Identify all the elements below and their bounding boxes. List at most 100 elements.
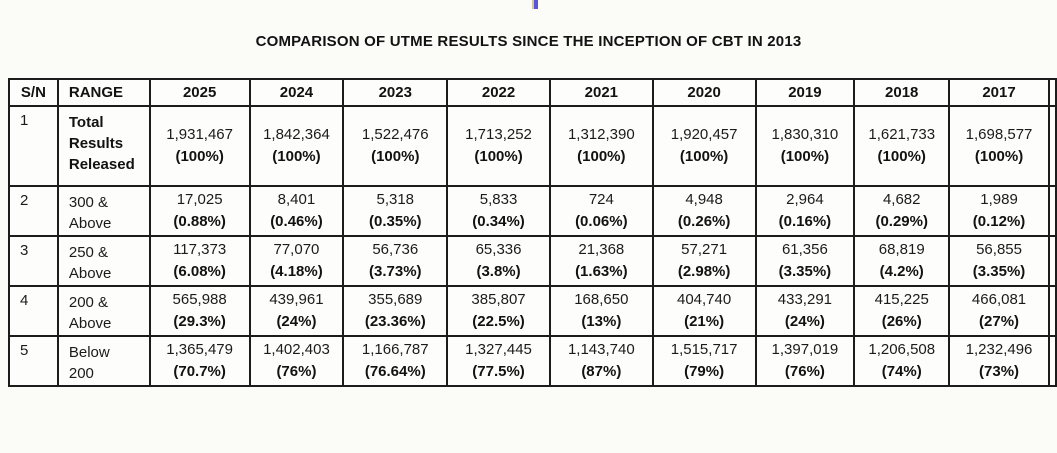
col-header-2022: 2022: [446, 78, 551, 107]
data-cell: 56,855 (3.35%): [948, 235, 1050, 287]
data-cell: 565,988 (29.3%): [148, 285, 251, 337]
count-value: 56,855: [976, 241, 1022, 259]
range-cell: Below 200: [56, 335, 151, 387]
data-cell: 1,327,445 (77.5%): [446, 335, 551, 387]
data-cell: 77,070 (4.18%): [248, 235, 345, 287]
percentage-value: (79%): [684, 363, 725, 380]
cursor-bar: [534, 0, 538, 9]
count-value: 1,989: [980, 191, 1018, 209]
col-header-2021: 2021: [548, 78, 654, 107]
percentage-value: (70.7%): [173, 363, 226, 380]
percentage-value: (24%): [784, 313, 825, 330]
data-cell: 1,143,740 (87%): [548, 335, 654, 387]
col-header-2023: 2023: [342, 78, 449, 107]
count-value: 724: [588, 191, 614, 209]
data-cell: 439,961 (24%): [248, 285, 345, 337]
percentage-value: (3.35%): [972, 263, 1026, 280]
col-header-2017: 2017: [948, 78, 1050, 107]
percentage-value: (74%): [881, 363, 922, 380]
percentage-value: (23.36%): [364, 313, 426, 330]
count-value: 1,402,403: [263, 341, 330, 359]
count-value: 65,336: [475, 241, 522, 259]
col-header-2024: 2024: [248, 78, 345, 107]
data-cell: 1,931,467 (100%): [148, 105, 251, 187]
count-value: 77,070: [273, 241, 320, 259]
data-cell: 168,650 (13%): [548, 285, 654, 337]
data-cell: 4,682 (0.29%): [853, 185, 951, 237]
count-value: 1,515,717: [670, 341, 738, 359]
percentage-value: (29.3%): [173, 313, 226, 330]
count-value: 1,232,496: [965, 341, 1033, 359]
data-cell: 1,206,508 (74%): [853, 335, 951, 387]
cursor-highlight-sliver: [532, 0, 534, 9]
utme-results-table: S/N RANGE 2025 2024 2023 2022 2021 2020 …: [8, 78, 1057, 387]
count-value: 385,807: [471, 291, 526, 309]
serial-number-cell: 1: [8, 105, 59, 187]
data-cell: 1,842,364 (100%): [248, 105, 345, 187]
data-cell: 1,621,733 (100%): [853, 105, 951, 187]
percentage-value: (0.34%): [472, 213, 525, 230]
table-row: 1 Total Results Released 1,931,467 (100%) 1,…: [8, 105, 1057, 187]
percentage-value: (3.35%): [778, 263, 832, 280]
count-value: 117,373: [173, 241, 227, 259]
data-cell: 17,025 (0.88%): [148, 185, 251, 237]
data-cell: 61,356 (3.35%): [754, 235, 856, 287]
data-cell: 1,713,252 (100%): [446, 105, 551, 187]
count-value: 1,365,479: [166, 341, 233, 359]
data-cell: 1,166,787 (76.64%): [342, 335, 449, 387]
count-value: 1,698,577: [965, 126, 1033, 144]
count-value: 1,842,364: [263, 126, 330, 144]
count-value: 1,206,508: [868, 341, 936, 359]
percentage-value: (76.64%): [364, 363, 426, 380]
percentage-value: (0.88%): [173, 213, 226, 230]
percentage-value: (100%): [780, 148, 830, 165]
data-cell: 5,318 (0.35%): [342, 185, 449, 237]
header-row: S/N RANGE 2025 2024 2023 2022 2021 2020 …: [8, 78, 1057, 107]
cutoff-column-cell: [1047, 105, 1057, 187]
data-cell: 724 (0.06%): [548, 185, 654, 237]
percentage-value: (77.5%): [472, 363, 525, 380]
data-cell: 1,920,457 (100%): [651, 105, 757, 187]
count-value: 5,318: [376, 191, 415, 209]
data-cell: 2,964 (0.16%): [754, 185, 856, 237]
percentage-value: (100%): [175, 148, 224, 165]
percentage-value: (22.5%): [472, 313, 525, 330]
col-header-2018: 2018: [853, 78, 951, 107]
data-cell: 1,698,577 (100%): [948, 105, 1050, 187]
data-cell: 404,740 (21%): [651, 285, 757, 337]
serial-number-cell: 5: [8, 335, 59, 387]
cutoff-column-cell: [1047, 335, 1057, 387]
count-value: 8,401: [277, 191, 316, 209]
serial-number-cell: 4: [8, 285, 59, 337]
data-cell: 1,365,479 (70.7%): [148, 335, 251, 387]
table-row: 3 250 & Above 117,373 (6.08%) 77,070 (4.18%) 5…: [8, 235, 1057, 287]
percentage-value: (100%): [474, 148, 523, 165]
col-header-2020: 2020: [651, 78, 757, 107]
percentage-value: (21%): [684, 313, 725, 330]
count-value: 1,830,310: [771, 126, 839, 144]
cutoff-column-cell: [1047, 185, 1057, 237]
percentage-value: (76%): [276, 363, 317, 380]
data-cell: 1,232,496 (73%): [948, 335, 1050, 387]
percentage-value: (27%): [979, 313, 1020, 330]
data-cell: 1,522,476 (100%): [342, 105, 449, 187]
percentage-value: (87%): [581, 363, 622, 380]
percentage-value: (100%): [877, 148, 926, 165]
percentage-value: (0.29%): [875, 213, 928, 230]
range-cell: 250 & Above: [56, 235, 151, 287]
count-value: 415,225: [874, 291, 929, 309]
percentage-value: (24%): [276, 313, 317, 330]
data-cell: 1,989 (0.12%): [948, 185, 1050, 237]
percentage-value: (13%): [581, 313, 622, 330]
data-cell: 5,833 (0.34%): [446, 185, 551, 237]
count-value: 2,964: [786, 191, 824, 209]
count-value: 56,736: [372, 241, 419, 259]
data-cell: 4,948 (0.26%): [651, 185, 757, 237]
table-row: 2 300 & Above 17,025 (0.88%) 8,401 (0.46%) 5,3…: [8, 185, 1057, 237]
count-value: 5,833: [479, 191, 518, 209]
data-cell: 56,736 (3.73%): [342, 235, 449, 287]
count-value: 433,291: [777, 291, 833, 309]
count-value: 1,327,445: [465, 341, 532, 359]
data-cell: 65,336 (3.8%): [446, 235, 551, 287]
text-cursor-artifact: [532, 0, 538, 9]
